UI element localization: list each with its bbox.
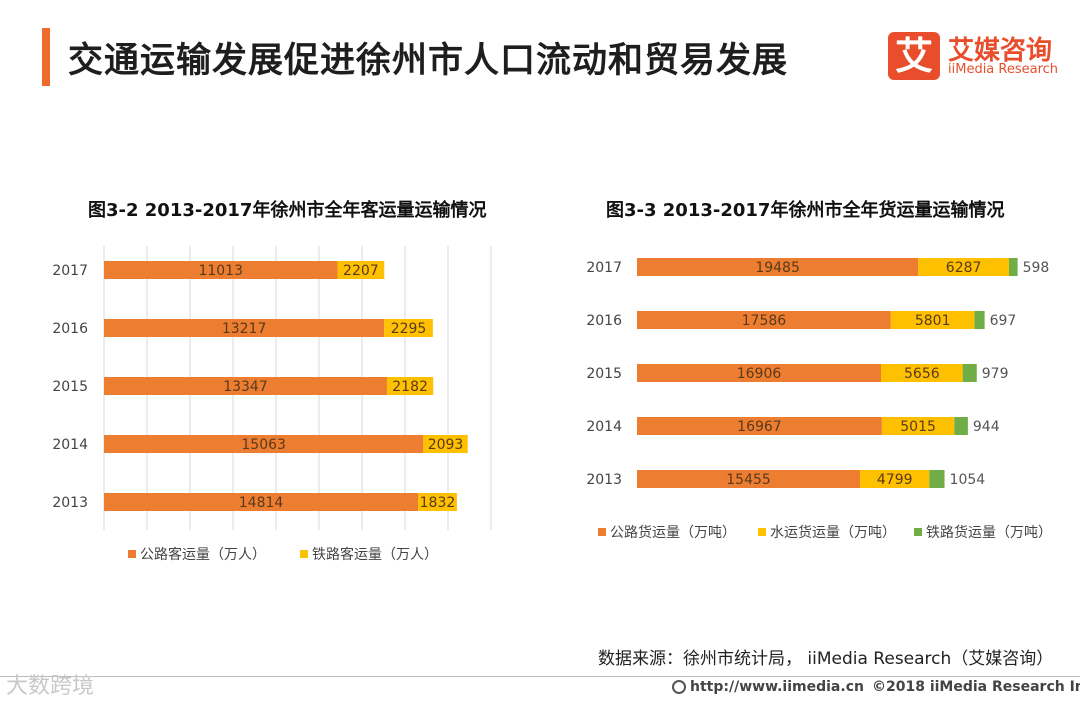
freight-legend-swatch-0	[598, 528, 606, 536]
freight-bar-1-2015	[881, 364, 963, 382]
passenger-legend-swatch-0	[128, 550, 136, 558]
passenger-bar-1-2017	[337, 261, 385, 279]
freight-bar-0-2016	[637, 311, 891, 329]
passenger-year-label: 2017	[52, 263, 88, 279]
freight-bar-1-2016	[890, 311, 975, 329]
title-accent-bar	[42, 28, 50, 86]
passenger-legend-label-0: 公路客运量（万人）	[140, 546, 266, 563]
passenger-bar-0-2014	[104, 435, 424, 453]
freight-legend-label-0: 公路货运量（万吨）	[610, 524, 736, 541]
freight-value-label: 5801	[915, 313, 951, 329]
freight-bar-0-2014	[637, 417, 882, 435]
passenger-value-label: 11013	[198, 263, 243, 279]
iimedia-logo: 艾 艾媒咨询 iiMedia Research	[888, 32, 1060, 84]
freight-legend-swatch-1	[758, 528, 766, 536]
passenger-bar-0-2013	[104, 493, 419, 511]
freight-value-label: 944	[973, 419, 1000, 435]
passenger-bar-0-2015	[104, 377, 387, 395]
freight-value-label: 15455	[726, 472, 771, 488]
freight-legend-label-1: 水运货运量（万吨）	[770, 524, 896, 541]
passenger-value-label: 2295	[391, 321, 427, 337]
freight-value-label: 19485	[755, 260, 800, 276]
freight-value-label: 16967	[737, 419, 782, 435]
freight-bar-1-2014	[881, 417, 955, 435]
passenger-value-label: 2207	[343, 263, 379, 279]
freight-bar-2-2017	[1008, 258, 1018, 276]
freight-bar-1-2013	[860, 470, 930, 488]
passenger-value-label: 1832	[420, 495, 456, 511]
freight-value-label: 5015	[900, 419, 936, 435]
passenger-bar-1-2016	[384, 319, 433, 337]
freight-value-label: 979	[982, 366, 1009, 382]
freight-value-label: 697	[990, 313, 1017, 329]
footer-url-text: http://www.iimedia.cn	[690, 679, 864, 695]
passenger-value-label: 2182	[392, 379, 428, 395]
globe-icon	[672, 680, 686, 694]
freight-year-label: 2016	[586, 313, 622, 329]
passenger-legend-swatch-1	[300, 550, 308, 558]
passenger-value-label: 15063	[241, 437, 286, 453]
freight-bar-2-2016	[974, 311, 985, 329]
chart-title-passenger: 图3-2 2013-2017年徐州市全年客运量运输情况	[88, 200, 487, 221]
freight-bar-0-2015	[637, 364, 882, 382]
passenger-bar-0-2017	[104, 261, 338, 279]
freight-bar-2-2014	[954, 417, 968, 435]
passenger-year-label: 2014	[52, 437, 88, 453]
passenger-bar-0-2016	[104, 319, 385, 337]
passenger-bar-1-2015	[386, 377, 434, 395]
freight-value-label: 598	[1023, 260, 1050, 276]
freight-value-label: 5656	[904, 366, 940, 382]
freight-year-label: 2014	[586, 419, 622, 435]
freight-bar-0-2013	[637, 470, 861, 488]
passenger-bar-1-2014	[423, 435, 468, 453]
freight-bar-2-2013	[929, 470, 945, 488]
footer-copyright: ©2018 iiMedia Research Inc	[872, 679, 1080, 695]
logo-mark: 艾	[888, 32, 940, 80]
passenger-year-label: 2015	[52, 379, 88, 395]
freight-value-label: 6287	[946, 260, 982, 276]
passenger-value-label: 13347	[223, 379, 268, 395]
passenger-legend-label-1: 铁路客运量（万人）	[312, 546, 438, 563]
logo-chinese-name: 艾媒咨询	[948, 36, 1053, 66]
passenger-year-label: 2016	[52, 321, 88, 337]
freight-year-label: 2015	[586, 366, 622, 382]
freight-legend-label-2: 铁路货运量（万吨）	[926, 524, 1052, 541]
page-title: 交通运输发展促进徐州市人口流动和贸易发展	[68, 41, 789, 81]
freight-value-label: 16906	[737, 366, 782, 382]
passenger-bar-1-2013	[418, 493, 457, 511]
footer-divider	[0, 676, 1080, 677]
logo-english-name: iiMedia Research	[948, 62, 1059, 77]
freight-value-label: 17586	[742, 313, 787, 329]
data-source: 数据来源：徐州市统计局， iiMedia Research（艾媒咨询）	[598, 649, 1054, 669]
freight-value-label: 1054	[950, 472, 986, 488]
freight-bar-2-2015	[962, 364, 977, 382]
watermark: 大数跨境	[6, 674, 95, 699]
freight-bar-1-2017	[918, 258, 1009, 276]
freight-bar-0-2017	[637, 258, 919, 276]
freight-value-label: 4799	[877, 472, 913, 488]
passenger-year-label: 2013	[52, 495, 88, 511]
freight-year-label: 2013	[586, 472, 622, 488]
freight-year-label: 2017	[586, 260, 622, 276]
freight-legend-swatch-2	[914, 528, 922, 536]
chart-title-freight: 图3-3 2013-2017年徐州市全年货运量运输情况	[606, 200, 1005, 221]
charts-canvas: 2017 11013 2207 2016 13217 2295 2015 13347 2182 2…	[52, 246, 1052, 563]
passenger-value-label: 2093	[428, 437, 464, 453]
footer-website[interactable]: http://www.iimedia.cn	[672, 679, 864, 695]
passenger-value-label: 14814	[239, 495, 284, 511]
passenger-value-label: 13217	[222, 321, 267, 337]
